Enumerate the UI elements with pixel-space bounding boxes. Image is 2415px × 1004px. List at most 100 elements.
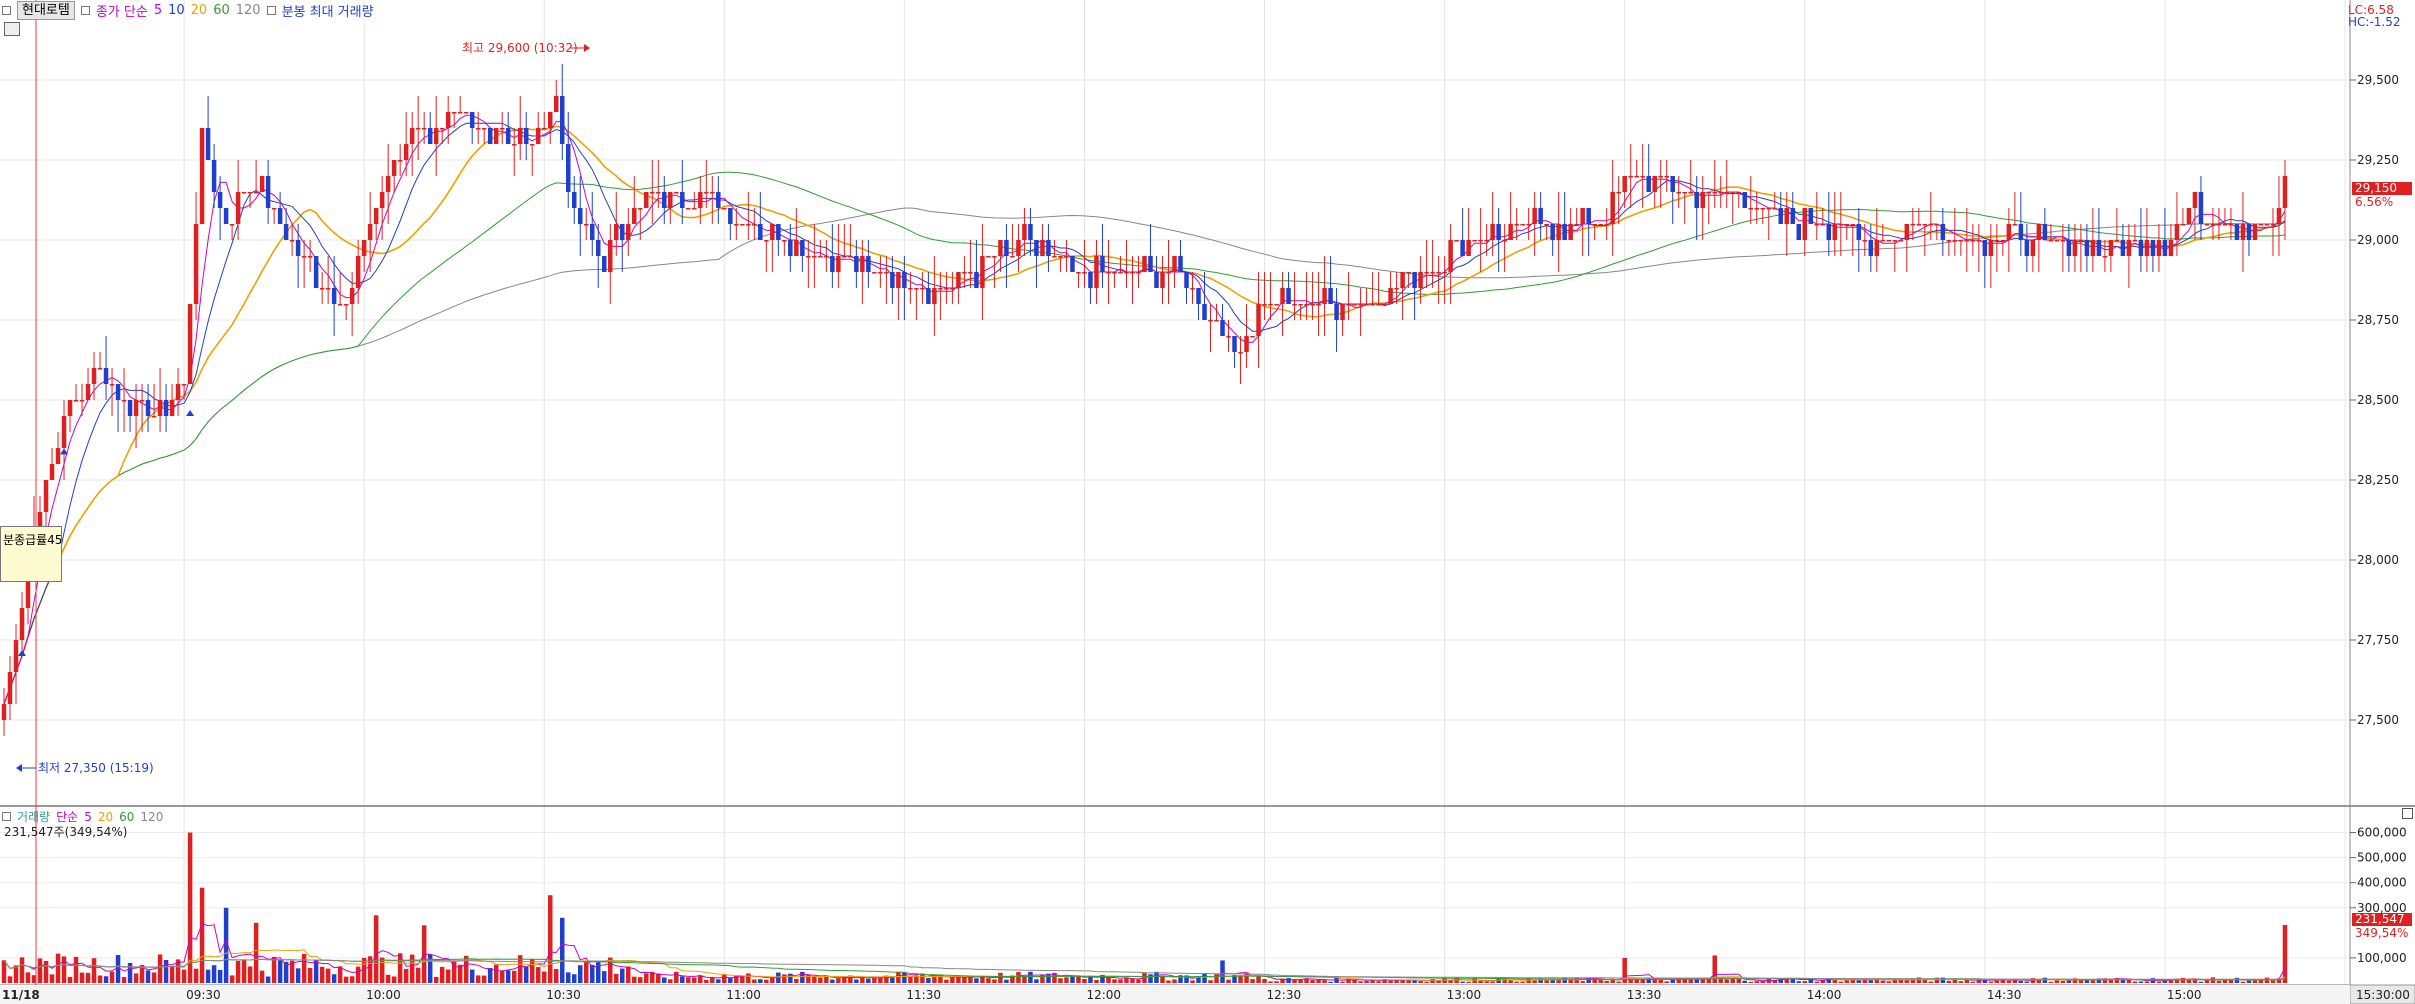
volume-bar [265,976,271,983]
candle-body [632,208,637,224]
candle-body [716,192,721,208]
candle-body [884,272,889,274]
volume-bar [1358,981,1363,983]
candle-body [680,192,685,208]
candle-body [1148,256,1153,272]
volume-bar [782,974,787,983]
candle-body [1016,240,1021,256]
candle-body [61,416,67,448]
volume-bar [1214,974,1219,983]
volume-bar [553,968,559,983]
candle-body [1928,224,1934,226]
calculator-icon[interactable] [4,22,20,36]
candle-body [1676,192,1681,194]
candle-body [1970,240,1976,242]
candle-body [2072,240,2078,256]
volume-bar [145,970,151,983]
volume-bar [2186,979,2192,983]
candle-body [1304,304,1309,306]
candle-body [1538,208,1543,224]
volume-bar [1130,978,1135,983]
candle-body [583,224,589,226]
ma-period-20: 20 [190,2,208,18]
candle-body [1946,240,1952,242]
volume-bar [1934,977,1940,983]
volume-bar [1178,975,1183,983]
panel-maximize-icon[interactable] [2402,808,2413,819]
stock-name[interactable]: 현대로템 [17,0,75,20]
volume-moving-averages [3,922,2286,982]
ma-label: 종가 단순 [95,4,148,20]
volume-bar [1202,973,1207,983]
volume-bar [1862,978,1868,983]
volume-bar [157,954,163,983]
volume-bar [944,979,949,983]
candle-body [2120,240,2126,256]
candle-body [1646,176,1651,192]
candle-body [1472,240,1477,242]
volume-bar [2258,978,2264,983]
volume-bar [938,976,943,983]
volume-bar [1670,978,1675,983]
candle-body [674,192,679,194]
candle-body [427,128,433,144]
candle-body [2084,240,2090,256]
volume-tick-label: 600,000 [2357,826,2407,840]
volume-bar [2006,980,2012,983]
candle-body [517,128,523,144]
candle-body [1436,272,1441,274]
volume-bar [1778,978,1784,983]
volume-bar [1208,980,1213,983]
volume-bar [199,887,205,983]
volume-bar [818,977,823,983]
volume-ma-line-120 [3,958,2286,980]
volume-bar [1730,978,1735,983]
price-tick-label: 29,000 [2357,233,2399,247]
volume-bar [1712,955,1717,983]
candle-body [2102,256,2108,258]
ma-period-10: 10 [168,2,185,18]
volume-bar [710,977,715,983]
candle-body [1868,240,1874,256]
candle-body [2258,224,2264,226]
volume-bar [1838,981,1844,983]
candle-body [2204,224,2210,226]
legend-toggle-icon[interactable] [2,5,11,15]
volume-bar [638,977,643,983]
volume-toggle-icon[interactable] [266,5,276,15]
candle-body [1706,192,1711,194]
volume-bar [1388,980,1393,983]
volume-bar [205,969,211,983]
candle-body [734,224,739,226]
candle-body [1184,272,1189,288]
candle-body [1898,240,1904,242]
volume-bar [1298,979,1303,983]
volume-panel-toggle-icon[interactable] [2,812,11,821]
volume-bar [2054,980,2060,983]
volume-bar [565,972,571,983]
candle-body [499,128,505,130]
volume-bar [1166,980,1171,983]
volume-bar [493,964,499,983]
candle-body [1520,224,1525,226]
volume-bar [1616,981,1621,983]
candle-body [1700,192,1705,208]
volume-bar [373,915,379,983]
ma-toggle-icon[interactable] [80,5,90,15]
volume-bar [55,953,61,983]
candle-body [2066,240,2072,256]
current-volume-label: 231,547 [2355,912,2405,926]
candle-body [752,224,757,226]
candle-body [571,192,577,208]
time-tick-label: 13:00 [1447,988,1482,1002]
volume-bar [169,966,175,983]
current-price-label: 29,150 [2355,181,2397,195]
volume-bar [2216,980,2222,983]
volume-bar [163,959,169,983]
volume-bar [529,959,535,983]
volume-bar [608,957,613,983]
volume-bar [1694,979,1699,983]
